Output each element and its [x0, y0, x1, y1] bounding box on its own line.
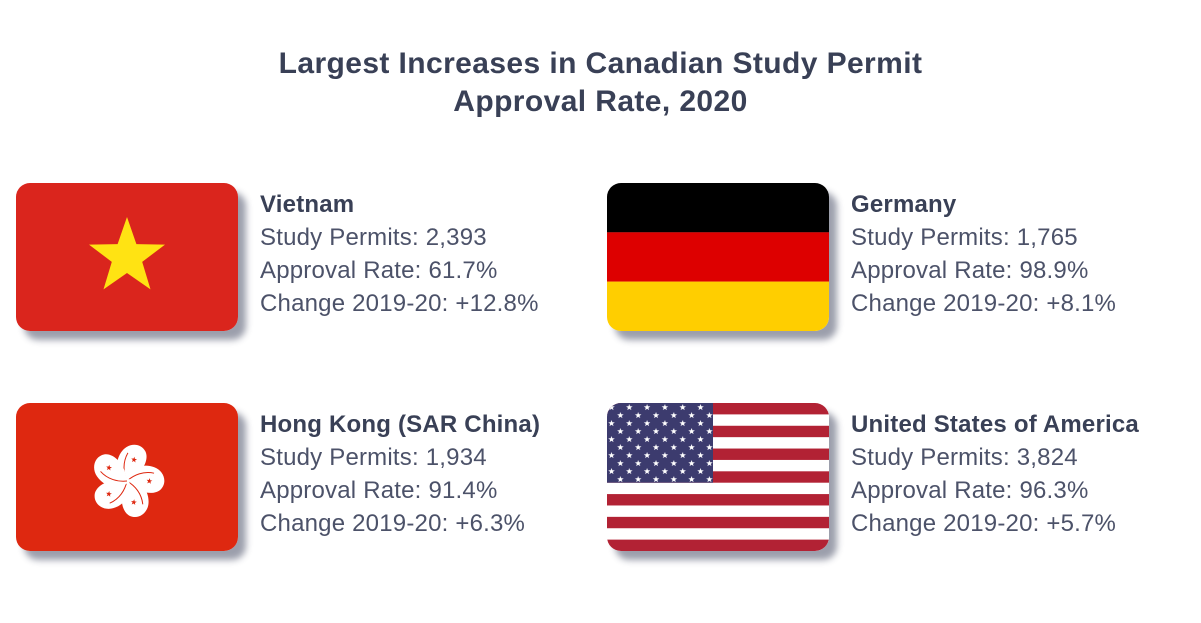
stat-label: Change 2019-20:: [851, 290, 1040, 317]
united-states-flag: [607, 403, 829, 551]
stat-label: Study Permits:: [260, 224, 419, 251]
stat-value: 3,824: [1016, 444, 1078, 471]
stat-value: +6.3%: [455, 510, 526, 537]
approval-rate-stat: Approval Rate: 61.7%: [260, 254, 539, 287]
stat-value: 98.9%: [1019, 257, 1089, 284]
card-germany: Germany Study Permits: 1,765 Approval Ra…: [607, 183, 1187, 403]
page-title: Largest Increases in Canadian Study Perm…: [0, 45, 1201, 121]
stat-label: Approval Rate:: [260, 477, 422, 504]
stat-label: Study Permits:: [851, 224, 1010, 251]
stat-value: 1,765: [1016, 224, 1078, 251]
country-name: Hong Kong (SAR China): [260, 411, 541, 438]
study-permits-stat: Study Permits: 1,765: [851, 221, 1116, 254]
stat-label: Approval Rate:: [851, 477, 1013, 504]
stat-label: Change 2019-20:: [851, 510, 1040, 537]
country-name: United States of America: [851, 411, 1139, 438]
approval-rate-stat: Approval Rate: 96.3%: [851, 474, 1139, 507]
stat-value: 96.3%: [1019, 477, 1089, 504]
stat-label: Approval Rate:: [260, 257, 422, 284]
stat-label: Change 2019-20:: [260, 510, 449, 537]
stat-value: +8.1%: [1046, 290, 1117, 317]
vietnam-flag: [16, 183, 238, 331]
change-stat: Change 2019-20: +5.7%: [851, 507, 1139, 540]
country-info: United States of America Study Permits: …: [851, 408, 1139, 540]
change-stat: Change 2019-20: +8.1%: [851, 287, 1116, 320]
page-title-line1: Largest Increases in Canadian Study Perm…: [278, 47, 923, 80]
stat-label: Change 2019-20:: [260, 290, 449, 317]
stat-label: Approval Rate:: [851, 257, 1013, 284]
card-united-states: United States of America Study Permits: …: [607, 403, 1187, 623]
stat-value: +12.8%: [455, 290, 539, 317]
germany-flag: [607, 183, 829, 331]
approval-rate-stat: Approval Rate: 98.9%: [851, 254, 1116, 287]
stat-label: Study Permits:: [851, 444, 1010, 471]
country-info: Vietnam Study Permits: 2,393 Approval Ra…: [260, 188, 539, 320]
study-permits-stat: Study Permits: 1,934: [260, 441, 540, 474]
country-name: Vietnam: [260, 191, 355, 218]
hong-kong-flag: [16, 403, 238, 551]
study-permits-stat: Study Permits: 3,824: [851, 441, 1139, 474]
page-title-line2: Approval Rate, 2020: [453, 85, 748, 118]
stat-value: 91.4%: [428, 477, 498, 504]
stat-value: +5.7%: [1046, 510, 1117, 537]
change-stat: Change 2019-20: +12.8%: [260, 287, 539, 320]
stat-label: Study Permits:: [260, 444, 419, 471]
stat-value: 1,934: [425, 444, 487, 471]
country-info: Hong Kong (SAR China) Study Permits: 1,9…: [260, 408, 540, 540]
study-permits-stat: Study Permits: 2,393: [260, 221, 539, 254]
card-vietnam: Vietnam Study Permits: 2,393 Approval Ra…: [16, 183, 607, 403]
country-name: Germany: [851, 191, 957, 218]
stat-value: 2,393: [425, 224, 487, 251]
card-hong-kong: Hong Kong (SAR China) Study Permits: 1,9…: [16, 403, 607, 623]
country-info: Germany Study Permits: 1,765 Approval Ra…: [851, 188, 1116, 320]
country-cards-grid: Vietnam Study Permits: 2,393 Approval Ra…: [16, 183, 1187, 623]
change-stat: Change 2019-20: +6.3%: [260, 507, 540, 540]
approval-rate-stat: Approval Rate: 91.4%: [260, 474, 540, 507]
stat-value: 61.7%: [428, 257, 498, 284]
